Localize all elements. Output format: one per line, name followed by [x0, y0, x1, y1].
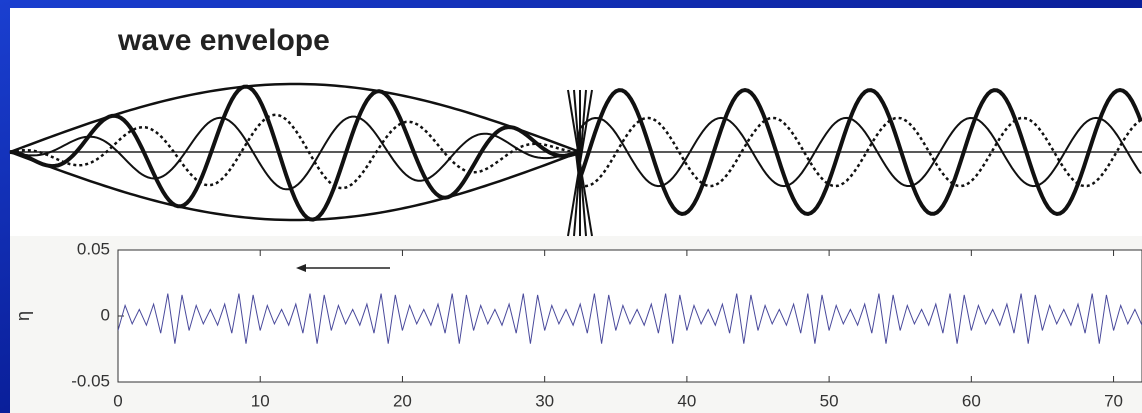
arrow-head — [296, 264, 306, 272]
signal-line — [118, 293, 1142, 344]
x-tick-label: 10 — [251, 391, 270, 410]
wave — [9, 113, 1142, 190]
crossing-line — [567, 89, 593, 237]
y-tick-label: 0.05 — [77, 239, 110, 258]
x-tick-label: 40 — [677, 391, 696, 410]
envelope — [9, 150, 581, 222]
y-axis-label: η — [13, 311, 33, 321]
y-tick-label: -0.05 — [71, 371, 110, 390]
x-tick-label: 30 — [535, 391, 554, 410]
y-tick-label: 0 — [101, 305, 110, 324]
x-tick-label: 60 — [962, 391, 981, 410]
diagram-title: wave envelope — [117, 24, 330, 57]
x-tick-label: 20 — [393, 391, 412, 410]
wave-diagram — [9, 82, 1142, 237]
x-tick-label: 0 — [113, 391, 122, 410]
x-tick-label: 50 — [820, 391, 839, 410]
x-tick-label: 70 — [1104, 391, 1123, 410]
